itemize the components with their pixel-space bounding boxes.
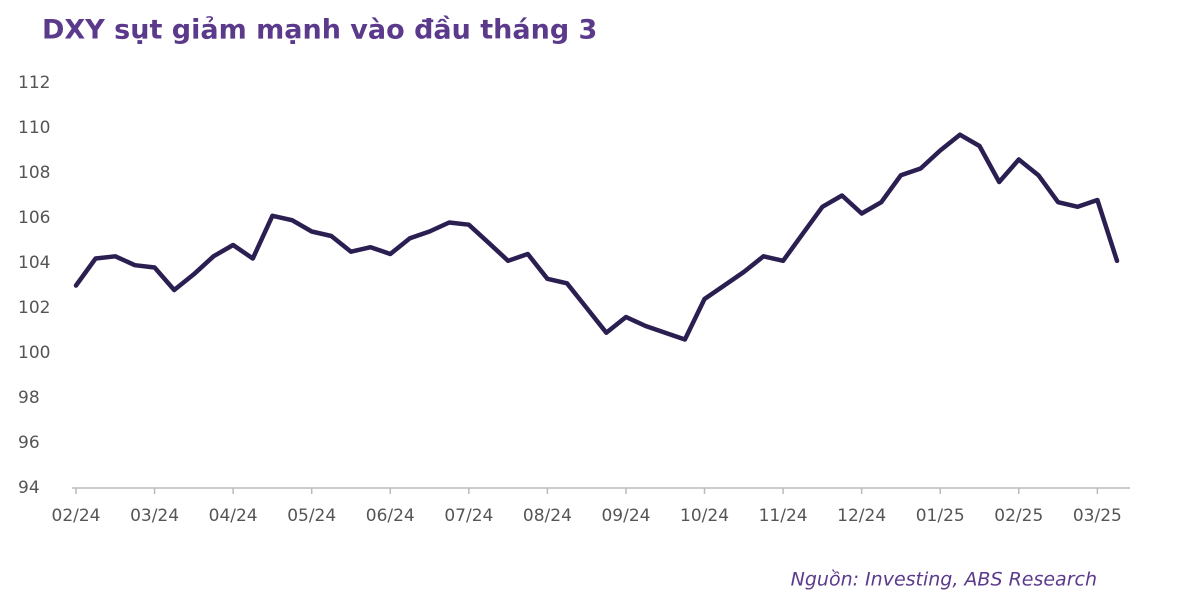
x-tick-label: 02/25 [994,506,1043,526]
x-tick-label: 10/24 [680,506,729,526]
chart-title: DXY sụt giảm mạnh vào đầu tháng 3 [42,15,597,46]
y-tick-label: 102 [18,298,50,318]
y-tick-label: 104 [18,253,50,273]
x-tick-label: 02/24 [52,506,101,526]
y-tick-label: 100 [18,343,50,363]
y-tick-label: 98 [18,388,40,408]
y-tick-label: 96 [18,433,40,453]
y-tick-label: 94 [18,478,40,498]
x-tick-label: 05/24 [287,506,336,526]
y-tick-label: 106 [18,208,50,228]
x-tick-label: 03/24 [130,506,179,526]
y-tick-label: 108 [18,163,50,183]
y-tick-label: 110 [18,118,50,138]
x-tick-label: 04/24 [209,506,258,526]
x-tick-label: 03/25 [1073,506,1122,526]
data-line [73,132,1120,342]
x-tick-label: 08/24 [523,506,572,526]
source: Nguồn: Investing, ABS Research [791,569,1097,591]
x-tick-label: 07/24 [444,506,493,526]
y-tick-label: 112 [18,73,50,93]
x-tick-label: 01/25 [916,506,965,526]
x-tick-label: 11/24 [759,506,808,526]
x-tick-label: 12/24 [837,506,886,526]
x-tick-label: 06/24 [366,506,415,526]
x-tick-label: 09/24 [601,506,650,526]
